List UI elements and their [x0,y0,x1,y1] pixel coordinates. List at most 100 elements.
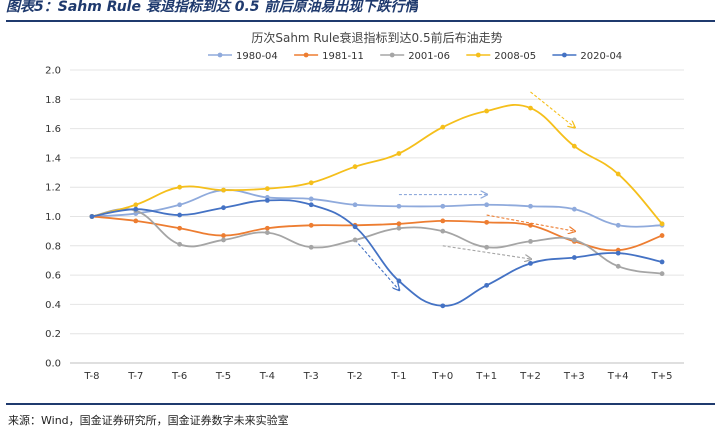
data-point [440,303,446,309]
y-tick-label: 0.2 [45,329,61,340]
x-tick-label: T+2 [519,371,541,382]
y-tick-label: 1.8 [45,95,61,106]
legend-item-2020-04: 2020-04 [552,51,622,62]
legend-label: 2020-04 [580,51,622,62]
data-point [528,105,533,111]
data-point [133,206,139,212]
data-point [221,233,226,238]
data-point [484,202,490,208]
data-point [177,212,183,218]
data-point [264,230,270,236]
x-tick-label: T+3 [563,371,585,382]
series-group [89,104,665,309]
legend-marker [303,52,309,58]
data-point [308,244,314,250]
data-point [308,202,314,208]
legend: 1980-04 1981-11 2001-06 2008-05 2020-04 [208,51,622,62]
series-line [91,199,663,307]
data-point [528,239,533,244]
data-point [352,224,358,230]
trend-arrow [530,91,575,127]
x-tick-label: T-3 [303,371,319,382]
data-point [308,196,314,202]
data-point [133,218,139,224]
y-tick-label: 1.2 [45,183,61,194]
data-point [177,202,183,208]
data-point [264,186,270,192]
data-point [264,197,270,203]
data-point [440,228,446,234]
y-tick-label: 1.4 [45,153,61,164]
data-point [484,244,490,250]
data-point [264,225,270,231]
legend-label: 1980-04 [236,51,278,62]
data-point [659,271,665,277]
legend-item-2001-06: 2001-06 [380,51,450,62]
x-tick-label: T+4 [607,371,629,382]
legend-marker [562,52,567,58]
source-note: 来源：Wind，国金证券研究所，国金证券数字未来实验室 [8,414,289,427]
x-tick-label: T-1 [390,371,406,382]
legend-label: 2008-05 [494,51,536,62]
data-point [659,233,665,238]
data-point [308,180,314,186]
data-point [440,218,446,224]
grid-lines [70,69,684,364]
y-tick-label: 0.8 [45,241,61,252]
x-tick-label: T-2 [346,371,362,382]
x-axis: T-8 T-7 T-6 T-5 T-4 T-3 T-2 T-1 T+0 T+1 T+2 T+3 T+4 T… [83,371,672,382]
legend-item-2008-05: 2008-05 [466,51,536,62]
data-point [177,225,183,231]
oil-price-line-chart: 历次Sahm Rule衰退指标到达0.5前后布油走势 1980-04 1981-1… [45,30,684,382]
data-point [571,237,577,243]
y-tick-label: 1.6 [45,124,61,135]
legend-marker [389,52,395,58]
y-tick-label: 0.6 [45,271,61,282]
series-line [91,215,663,252]
data-point [396,151,402,156]
data-point [615,263,621,269]
data-point [484,108,490,114]
source-rule [6,403,715,405]
series-2020-04 [89,197,665,309]
x-tick-label: T-4 [259,371,275,382]
data-point [528,203,533,209]
trend-arrow [354,239,399,290]
legend-label: 1981-11 [322,51,364,62]
y-tick-label: 0.4 [45,300,61,311]
legend-marker [217,52,223,58]
y-axis: 0.0 0.2 0.4 0.6 0.8 1.0 1.2 1.4 1.6 1.8 2.0 [45,66,61,370]
x-tick-label: T+0 [431,371,453,382]
data-point [396,221,402,227]
data-point [221,205,226,211]
data-point [396,225,402,231]
data-point [440,124,446,130]
data-point [440,203,446,209]
series-2008-05 [89,104,665,227]
data-point [177,241,183,247]
series-line [91,208,663,275]
x-tick-label: T+5 [651,371,673,382]
legend-marker [475,52,481,58]
data-point [615,171,621,177]
data-point [571,255,577,260]
data-point [133,202,139,208]
data-point [571,206,577,212]
y-tick-label: 2.0 [45,66,61,77]
caption-rule [6,20,715,22]
data-point [352,164,358,170]
y-tick-label: 0.0 [45,359,61,370]
data-point [89,214,95,219]
x-tick-label: T-8 [83,371,99,382]
legend-label: 2001-06 [408,51,450,62]
data-point [177,184,183,190]
trend-arrows [354,91,575,290]
y-tick-label: 1.0 [45,212,61,223]
data-point [396,278,402,284]
data-point [659,259,665,265]
data-point [659,221,665,227]
x-tick-label: T-5 [215,371,231,382]
data-point [308,222,314,228]
data-point [484,219,490,225]
legend-item-1980-04: 1980-04 [208,51,278,62]
